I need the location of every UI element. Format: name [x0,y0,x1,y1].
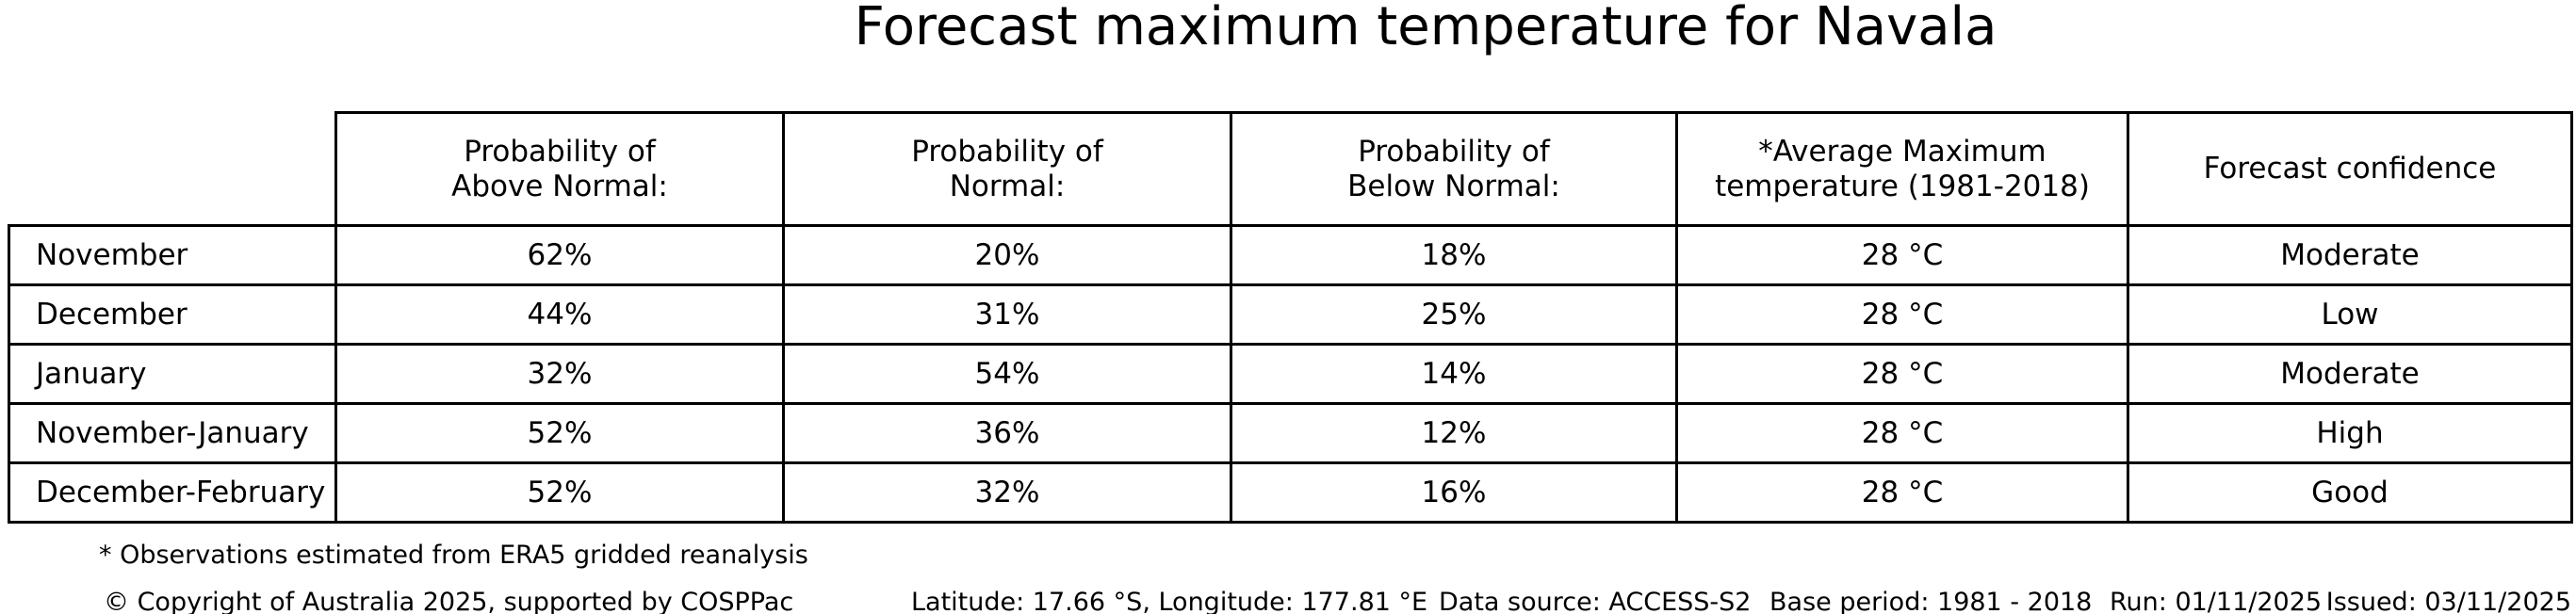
location-text: Latitude: 17.66 °S, Longitude: 177.81 °E [911,588,1428,614]
cell-above-normal-prob: 52% [334,461,785,524]
cell-above-normal-prob: 62% [334,224,785,286]
table-row: November-January 52% 36% 12% 28 °C High [8,402,2573,464]
table-row: December 44% 31% 25% 28 °C Low [8,283,2573,346]
cell-normal-prob: 32% [782,461,1232,524]
header-normal-line1: Probability of [911,134,1103,169]
cell-period: December-February [8,461,337,524]
header-forecast-confidence: Forecast confidence [2127,111,2573,227]
cell-below-normal-prob: 16% [1230,461,1678,524]
cell-above-normal-prob: 44% [334,283,785,346]
base-period-text: Base period: 1981 - 2018 [1769,588,2093,614]
cell-normal-prob: 54% [782,343,1232,405]
footnote: * Observations estimated from ERA5 gridd… [99,541,808,570]
cell-forecast-confidence: Low [2127,283,2573,346]
cell-avg-max-temp: 28 °C [1675,402,2129,464]
cell-below-normal-prob: 12% [1230,402,1678,464]
cell-below-normal-prob: 25% [1230,283,1678,346]
cell-period: December [8,283,337,346]
header-row: Probability of Above Normal: Probability… [9,111,2573,227]
cell-avg-max-temp: 28 °C [1675,283,2129,346]
header-normal-line2: Normal: [949,169,1066,203]
cell-forecast-confidence: Moderate [2127,343,2573,405]
cell-normal-prob: 31% [782,283,1232,346]
header-normal: Probability of Normal: [782,111,1232,227]
copyright-text: © Copyright of Australia 2025, supported… [104,588,794,614]
header-avg-max-temp-line1: *Average Maximum [1758,134,2046,169]
cell-normal-prob: 20% [782,224,1232,286]
cell-avg-max-temp: 28 °C [1675,224,2129,286]
cell-period: November [8,224,337,286]
header-below-normal: Probability of Below Normal: [1230,111,1678,227]
data-source-text: Data source: ACCESS-S2 [1439,588,1752,614]
cell-forecast-confidence: Good [2127,461,2573,524]
cell-period: November-January [8,402,337,464]
header-above-normal: Probability of Above Normal: [334,111,785,227]
header-avg-max-temp: *Average Maximum temperature (1981-2018) [1675,111,2129,227]
cell-above-normal-prob: 32% [334,343,785,405]
cell-below-normal-prob: 18% [1230,224,1678,286]
header-above-normal-line2: Above Normal: [451,169,668,203]
table-header: Probability of Above Normal: Probability… [9,111,2573,227]
page-title: Forecast maximum temperature for Navala [854,0,1997,57]
header-blank-cell [9,113,336,226]
cell-avg-max-temp: 28 °C [1675,461,2129,524]
table-row: December-February 52% 32% 16% 28 °C Good [8,461,2573,524]
cell-forecast-confidence: Moderate [2127,224,2573,286]
header-below-normal-line2: Below Normal: [1347,169,1560,203]
cell-normal-prob: 36% [782,402,1232,464]
issued-date-text: Issued: 03/11/2025 [2325,588,2571,614]
header-below-normal-line1: Probability of [1358,134,1550,169]
cell-above-normal-prob: 52% [334,402,785,464]
header-avg-max-temp-line2: temperature (1981-2018) [1715,169,2090,203]
table-row: January 32% 54% 14% 28 °C Moderate [8,343,2573,405]
cell-below-normal-prob: 14% [1230,343,1678,405]
header-forecast-confidence-line1: Forecast confidence [2203,152,2497,186]
table-body: November 62% 20% 18% 28 °C Moderate Dece… [8,224,2573,524]
header-above-normal-line1: Probability of [464,134,656,169]
table-row: November 62% 20% 18% 28 °C Moderate [8,224,2573,286]
cell-period: January [8,343,337,405]
run-date-text: Run: 01/11/2025 [2110,588,2323,614]
cell-forecast-confidence: High [2127,402,2573,464]
forecast-table: Probability of Above Normal: Probability… [8,111,2573,524]
cell-avg-max-temp: 28 °C [1675,343,2129,405]
